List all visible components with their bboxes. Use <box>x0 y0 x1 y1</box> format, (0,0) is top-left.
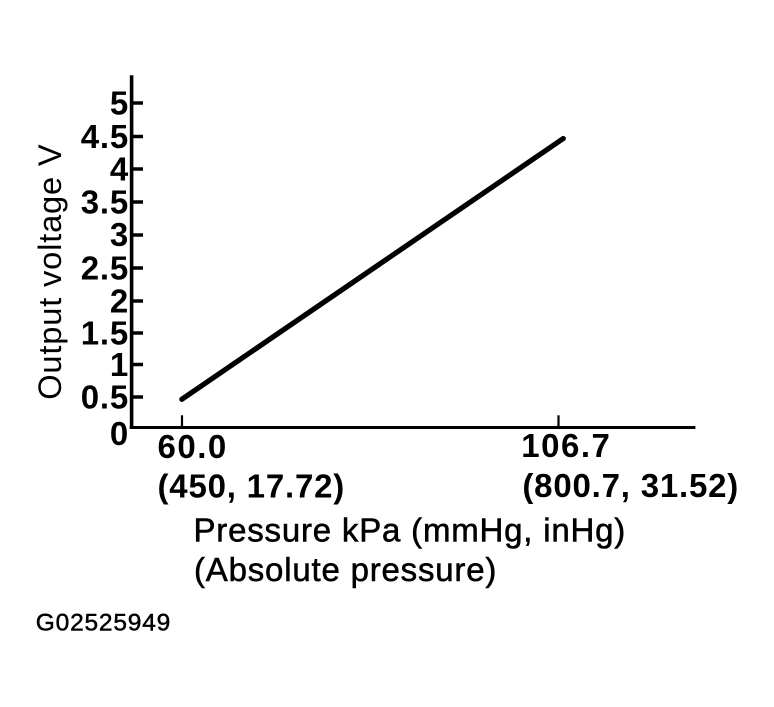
svg-text:3: 3 <box>110 216 129 253</box>
svg-text:(800.7, 31.52): (800.7, 31.52) <box>522 467 739 504</box>
svg-text:Output voltage V: Output voltage V <box>31 144 68 400</box>
svg-text:(Absolute pressure): (Absolute pressure) <box>194 551 497 588</box>
svg-text:4.5: 4.5 <box>81 118 129 155</box>
svg-text:60.0: 60.0 <box>158 428 228 465</box>
svg-text:(450, 17.72): (450, 17.72) <box>158 467 346 504</box>
svg-text:G02525949: G02525949 <box>36 610 171 637</box>
svg-text:2: 2 <box>110 283 129 320</box>
svg-text:106.7: 106.7 <box>521 427 611 464</box>
svg-text:1: 1 <box>110 346 129 383</box>
svg-text:Pressure kPa (mmHg, inHg): Pressure kPa (mmHg, inHg) <box>194 512 627 549</box>
svg-text:5: 5 <box>110 85 129 122</box>
svg-text:3.5: 3.5 <box>81 184 129 221</box>
svg-text:0.5: 0.5 <box>81 379 129 416</box>
svg-text:2.5: 2.5 <box>81 250 129 287</box>
svg-text:0: 0 <box>110 415 129 452</box>
svg-text:4: 4 <box>110 151 129 188</box>
svg-text:1.5: 1.5 <box>81 315 129 352</box>
